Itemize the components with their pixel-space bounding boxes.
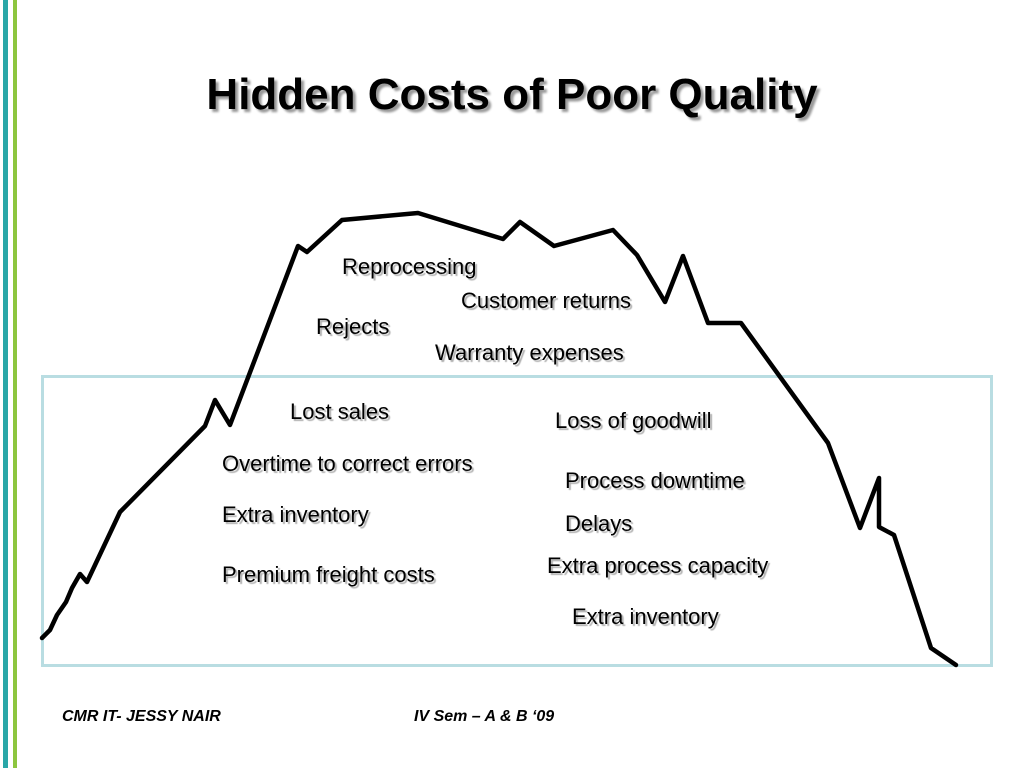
label-delays: Delays	[565, 511, 633, 536]
accent-bar-teal	[3, 0, 8, 768]
label-extra-inventory-right: Extra inventory	[572, 604, 719, 629]
label-warranty-expenses: Warranty expenses	[435, 340, 624, 365]
footer-semester: IV Sem – A & B ‘09	[414, 708, 555, 725]
label-extra-inventory-left: Extra inventory	[222, 502, 369, 527]
iceberg-line	[39, 210, 959, 668]
accent-bar-green	[13, 0, 17, 768]
label-extra-process-capacity: Extra process capacity	[547, 553, 769, 578]
label-overtime: Overtime to correct errors	[222, 451, 473, 476]
label-premium-freight: Premium freight costs	[222, 562, 435, 587]
slide-title: Hidden Costs of Poor Quality	[206, 70, 818, 119]
label-customer-returns: Customer returns	[461, 288, 631, 313]
waterline-box	[41, 375, 993, 667]
label-process-downtime: Process downtime	[565, 468, 745, 493]
label-rejects: Rejects	[316, 314, 390, 339]
label-loss-of-goodwill: Loss of goodwill	[555, 408, 712, 433]
label-reprocessing: Reprocessing	[342, 254, 477, 279]
label-lost-sales: Lost sales	[290, 399, 390, 424]
footer-author: CMR IT- JESSY NAIR	[62, 708, 221, 725]
